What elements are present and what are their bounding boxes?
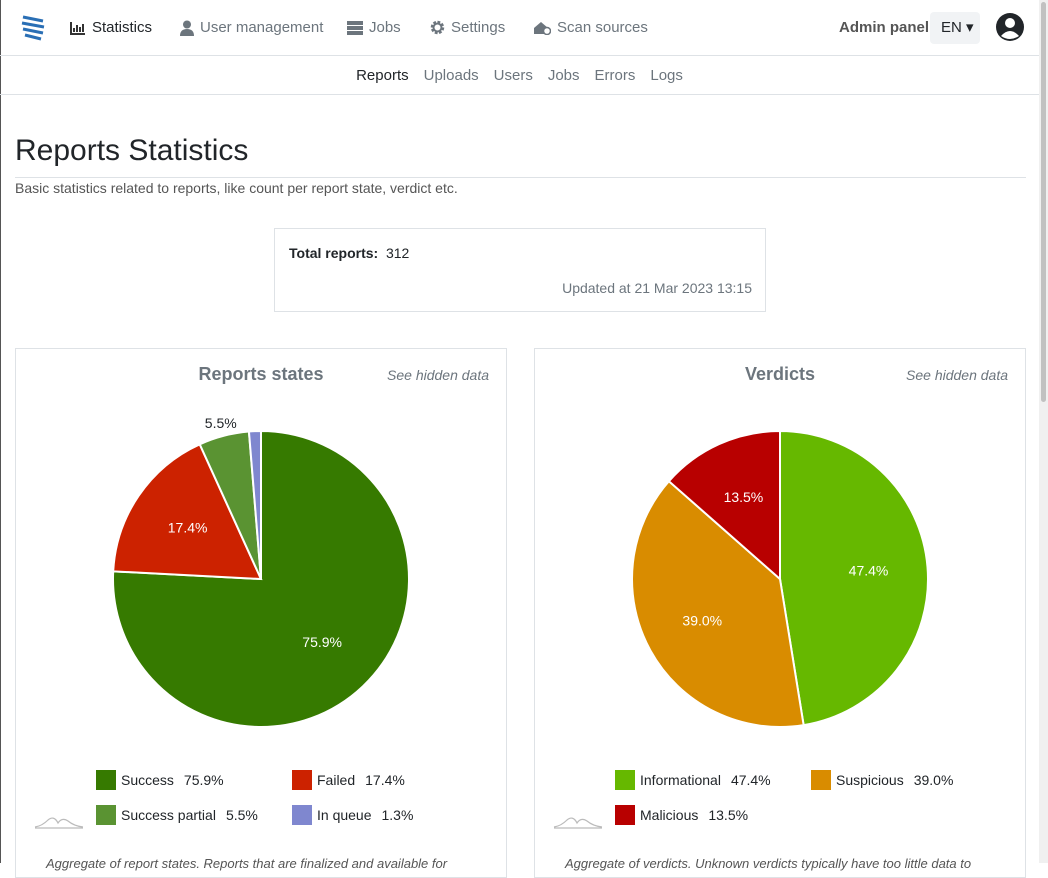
legend-swatch — [292, 770, 312, 790]
slice-label: 39.0% — [682, 613, 722, 629]
icon — [180, 20, 194, 36]
legend-value: 75.9% — [183, 772, 224, 788]
scrollbar[interactable] — [1039, 0, 1048, 863]
updated-at: Updated at 21 Mar 2023 13:15 — [562, 280, 752, 296]
pie-slice — [112, 442, 263, 581]
legend-swatch — [96, 770, 116, 790]
icon — [534, 22, 551, 35]
nav-item[interactable]: Scan sources — [533, 19, 648, 36]
admin-link[interactable]: Admin panel — [839, 19, 929, 36]
legend-label: Malicious — [640, 807, 699, 823]
slice-label: 47.4% — [849, 563, 889, 579]
chart-caption: Aggregate of verdicts. Unknown verdicts … — [565, 856, 972, 871]
legend-label: Success — [121, 772, 174, 788]
pie-slice — [667, 429, 781, 582]
legend-swatch — [811, 770, 831, 790]
hidden-data-link[interactable]: See hidden data — [387, 367, 489, 383]
summary-box: Total reports: 312 Updated at 21 Mar 202… — [274, 228, 766, 312]
legend-label: Informational — [640, 772, 721, 788]
legend-value: 17.4% — [365, 772, 405, 788]
legend-swatch — [96, 805, 116, 825]
chart-card: Reports states See hidden data 75.9% 17.4% 5… — [15, 348, 507, 878]
nav-label: User management — [200, 19, 324, 36]
subnav-item[interactable]: Uploads — [423, 67, 479, 84]
pie-chart: 75.9% 17.4% 5.5% — [112, 415, 410, 728]
legend-value: 5.5% — [225, 807, 258, 823]
pie-chart: 47.4% 39.0% 13.5% — [631, 429, 929, 728]
legend-swatch — [615, 770, 635, 790]
language-label: EN — [941, 19, 962, 36]
legend-value: 47.4% — [730, 772, 771, 788]
nav-label: Statistics — [92, 19, 153, 36]
nav-label: Jobs — [369, 19, 401, 36]
language-dropdown[interactable]: EN ▾ — [930, 12, 980, 44]
legend-label: Failed — [317, 772, 356, 788]
page-description: Basic statistics related to reports, lik… — [15, 180, 458, 196]
legend-value: 39.0% — [913, 772, 954, 788]
logo[interactable] — [20, 13, 46, 43]
subnav-item[interactable]: Users — [493, 67, 533, 84]
total-value: 312 — [385, 245, 410, 261]
nav-item[interactable]: Statistics — [70, 19, 152, 36]
page-title: Reports Statistics — [15, 134, 249, 167]
sparkline-icon — [553, 817, 603, 829]
chart-title: Reports states — [198, 364, 324, 384]
admin-label: Admin panel — [839, 19, 930, 36]
chart-title: Verdicts — [744, 364, 816, 384]
legend-item: Failed 17.4% — [292, 770, 405, 790]
legend-label: Success partial — [121, 807, 216, 823]
pie-slice — [631, 479, 805, 728]
avatar[interactable] — [995, 12, 1025, 42]
icon — [347, 20, 363, 35]
total-label: Total reports: — [289, 245, 379, 261]
divider — [15, 177, 1026, 178]
legend-value: 13.5% — [708, 807, 749, 823]
subnav: Reports Uploads Users Jobs Errors Logs — [0, 56, 1039, 95]
hidden-data-link[interactable]: See hidden data — [906, 367, 1008, 383]
icon — [430, 20, 445, 35]
chart-card: Verdicts See hidden data 47.4% 39.0% 13.5% In… — [534, 348, 1026, 878]
sparkline — [34, 817, 84, 829]
nav-item[interactable]: Settings — [430, 19, 505, 36]
slice-label: 75.9% — [302, 634, 342, 650]
icon — [70, 21, 85, 35]
slice-label: 13.5% — [724, 489, 764, 505]
subnav-item[interactable]: Jobs — [547, 67, 580, 84]
scroll-thumb[interactable] — [1041, 2, 1046, 402]
total-row: Total reports: 312 — [289, 245, 409, 261]
legend-item: In queue 1.3% — [292, 805, 413, 825]
slice-label: 5.5% — [205, 415, 237, 431]
nav-item[interactable]: Jobs — [347, 19, 401, 36]
nav-item[interactable]: User management — [180, 19, 323, 36]
frame — [0, 0, 1, 863]
pie-slice — [247, 429, 262, 580]
nav-label: Settings — [451, 19, 506, 36]
legend-item: Malicious 13.5% — [615, 805, 748, 825]
legend-swatch — [615, 805, 635, 825]
nav-label: Scan sources — [557, 19, 648, 36]
sparkline — [553, 817, 603, 829]
subnav-item[interactable]: Errors — [594, 67, 636, 84]
slice-label: 17.4% — [168, 520, 208, 536]
subnav-item[interactable]: Logs — [650, 67, 683, 84]
legend-item: Suspicious 39.0% — [811, 770, 953, 790]
subnav-item[interactable]: Reports — [356, 67, 409, 84]
legend-value: 1.3% — [381, 807, 414, 823]
legend-label: Suspicious — [836, 772, 904, 788]
pie-slice — [779, 429, 929, 727]
legend-swatch — [292, 805, 312, 825]
chart-caption: Aggregate of report states. Reports that… — [46, 856, 448, 871]
legend-item: Informational 47.4% — [615, 770, 771, 790]
legend-label: In queue — [317, 807, 372, 823]
sparkline-icon — [34, 817, 84, 829]
legend-item: Success 75.9% — [96, 770, 224, 790]
navbar: Statistics User management Jobs Settings… — [0, 0, 1039, 56]
legend-item: Success partial 5.5% — [96, 805, 258, 825]
